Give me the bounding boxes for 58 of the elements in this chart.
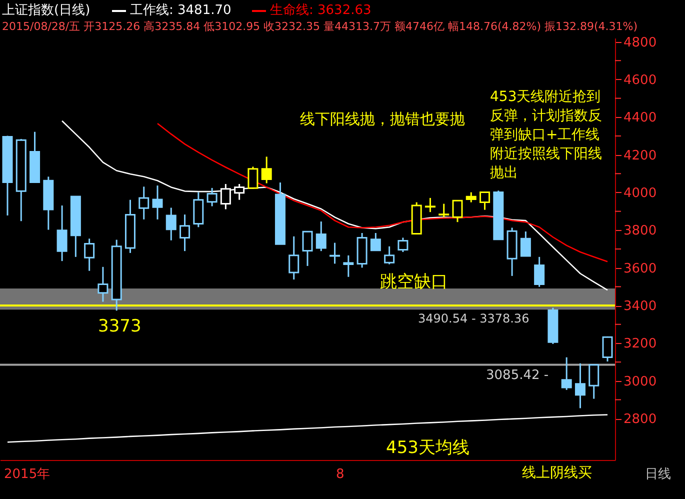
candlestick bbox=[288, 236, 300, 280]
y-tick-label: 2800 bbox=[624, 412, 657, 428]
candlestick bbox=[534, 256, 545, 288]
y-tick-label: 4200 bbox=[624, 148, 657, 164]
candlestick bbox=[302, 230, 313, 267]
candlestick bbox=[84, 238, 95, 272]
candlestick bbox=[138, 186, 150, 220]
annotation: 3373 bbox=[98, 316, 142, 337]
series-label: 453天均线 bbox=[386, 438, 470, 458]
y-tick-label: 4400 bbox=[624, 110, 657, 126]
candlestick bbox=[480, 192, 490, 211]
y-tick-label: 3200 bbox=[624, 336, 657, 352]
candlestick bbox=[180, 214, 190, 252]
text: 日线 bbox=[645, 467, 671, 482]
candlestick bbox=[248, 166, 258, 190]
y-tick-label: 3400 bbox=[624, 299, 657, 314]
chart-subtitle: 2015/08/28/五 开3125.26 高3235.84 低3102.95 收3232.35 量44313.7万 额4746亿 幅148.76(4.82%) 振132.89(4.31%) bbox=[2, 20, 638, 33]
candlestick bbox=[384, 246, 395, 266]
candlestick bbox=[234, 183, 245, 201]
candlestick bbox=[98, 266, 108, 302]
candlestick bbox=[588, 364, 600, 400]
candlestick bbox=[466, 192, 476, 204]
candlestick bbox=[398, 236, 408, 253]
candlestick bbox=[343, 254, 354, 278]
y-tick-label: 3000 bbox=[624, 374, 657, 390]
legend-label: 生命线: 3632.63 bbox=[270, 3, 372, 18]
candlestick bbox=[561, 356, 572, 391]
candlestick bbox=[152, 184, 163, 220]
candlestick bbox=[261, 156, 272, 184]
candlestick bbox=[520, 230, 531, 257]
text: 2015年 bbox=[4, 467, 50, 482]
candlestick bbox=[220, 183, 231, 210]
candlestick bbox=[206, 187, 218, 207]
chart-title: 上证指数(日线) bbox=[2, 3, 90, 18]
candlestick bbox=[424, 197, 436, 213]
annotation: 453天线附近抢到反弹，计划指数反弹到缺口+工作线附近按照线下阳线抛出 bbox=[490, 89, 602, 181]
candlestick bbox=[166, 206, 176, 242]
candlestick bbox=[316, 220, 326, 252]
text: 8 bbox=[336, 467, 344, 482]
candlestick bbox=[452, 200, 463, 223]
y-tick-label: 4000 bbox=[624, 186, 657, 201]
y-tick-label: 3600 bbox=[624, 261, 657, 276]
candlestick bbox=[193, 192, 204, 228]
y-tick-label: 3800 bbox=[624, 224, 657, 239]
candlestick bbox=[370, 232, 381, 252]
band-label: 3490.54 - 3378.36 bbox=[418, 312, 530, 326]
candlestick bbox=[438, 203, 450, 218]
candlestick bbox=[56, 204, 68, 262]
y-tick-label: 4800 bbox=[624, 35, 657, 50]
annotation: 线下阳线抛，抛错也要抛 bbox=[300, 110, 465, 128]
legend-label: 工作线: 3481.70 bbox=[130, 3, 232, 18]
candlestick bbox=[574, 362, 586, 409]
candlestick bbox=[330, 242, 340, 264]
annotation: 跳空缺口 bbox=[380, 272, 448, 292]
ref-line-label: 3085.42 - bbox=[486, 368, 549, 383]
text: 线上阴线买 bbox=[522, 465, 592, 481]
y-tick-label: 4600 bbox=[624, 72, 657, 88]
candlestick bbox=[602, 336, 613, 362]
